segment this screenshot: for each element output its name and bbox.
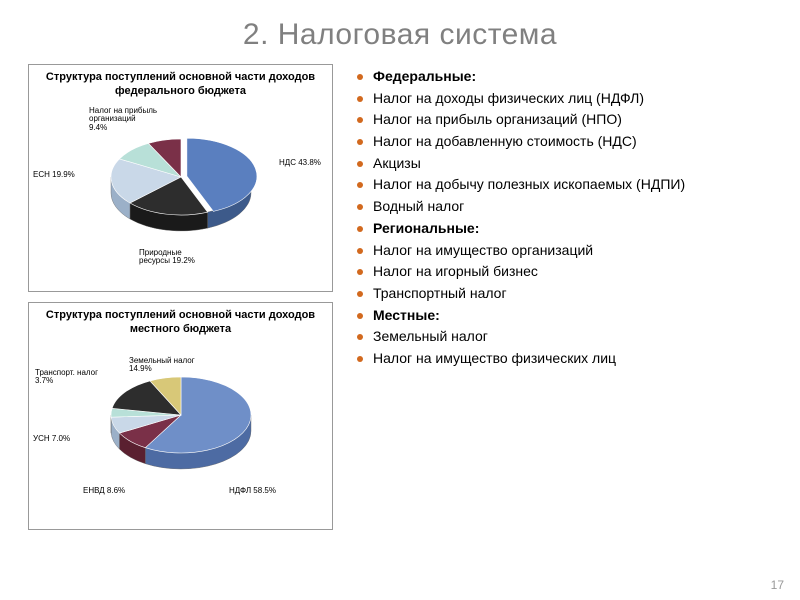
list-item: Налог на прибыль организаций (НПО) — [355, 109, 772, 131]
page-number: 17 — [771, 578, 784, 592]
chart-federal-budget: Структура поступлений основной части дох… — [28, 64, 333, 292]
list-heading: Федеральные: — [355, 66, 772, 88]
list-item: Налог на добавленную стоимость (НДС) — [355, 131, 772, 153]
list-item: Налог на добычу полезных ископаемых (НДП… — [355, 174, 772, 196]
list-heading: Местные: — [355, 305, 772, 327]
chart2-pie: НДФЛ 58.5% ЕНВД 8.6% УСН 7.0% Транспорт. на… — [29, 339, 332, 519]
pie-label: Налог на прибыльорганизаций9.4% — [89, 107, 157, 133]
list-item: Транспортный налог — [355, 283, 772, 305]
charts-column: Структура поступлений основной части дох… — [28, 64, 333, 530]
pie-label: Земельный налог14.9% — [129, 357, 195, 375]
list-heading: Региональные: — [355, 218, 772, 240]
chart1-pie: НДС 43.8% Природныересурсы 19.2% ЕСН 19.9%… — [29, 101, 332, 281]
list-item: Налог на имущество физических лиц — [355, 348, 772, 370]
chart-local-budget: Структура поступлений основной части дох… — [28, 302, 333, 530]
pie-label: Транспорт. налог3.7% — [35, 369, 98, 387]
tax-list: Федеральные:Налог на доходы физических л… — [355, 64, 772, 530]
list-item: Земельный налог — [355, 326, 772, 348]
content-row: Структура поступлений основной части дох… — [0, 64, 800, 530]
pie-label: ЕСН 19.9% — [33, 171, 75, 180]
list-item: Налог на доходы физических лиц (НДФЛ) — [355, 88, 772, 110]
list-item: Акцизы — [355, 153, 772, 175]
list-item: Налог на игорный бизнес — [355, 261, 772, 283]
list-item: Водный налог — [355, 196, 772, 218]
slide-title: 2. Налоговая система — [0, 0, 800, 64]
pie-label: НДС 43.8% — [279, 159, 321, 168]
pie-label: НДФЛ 58.5% — [229, 487, 276, 496]
pie-label: УСН 7.0% — [33, 435, 70, 444]
pie-label: ЕНВД 8.6% — [83, 487, 125, 496]
chart2-title: Структура поступлений основной части дох… — [29, 303, 332, 339]
pie-label: Природныересурсы 19.2% — [139, 249, 195, 267]
list-item: Налог на имущество организаций — [355, 240, 772, 262]
chart1-title: Структура поступлений основной части дох… — [29, 65, 332, 101]
